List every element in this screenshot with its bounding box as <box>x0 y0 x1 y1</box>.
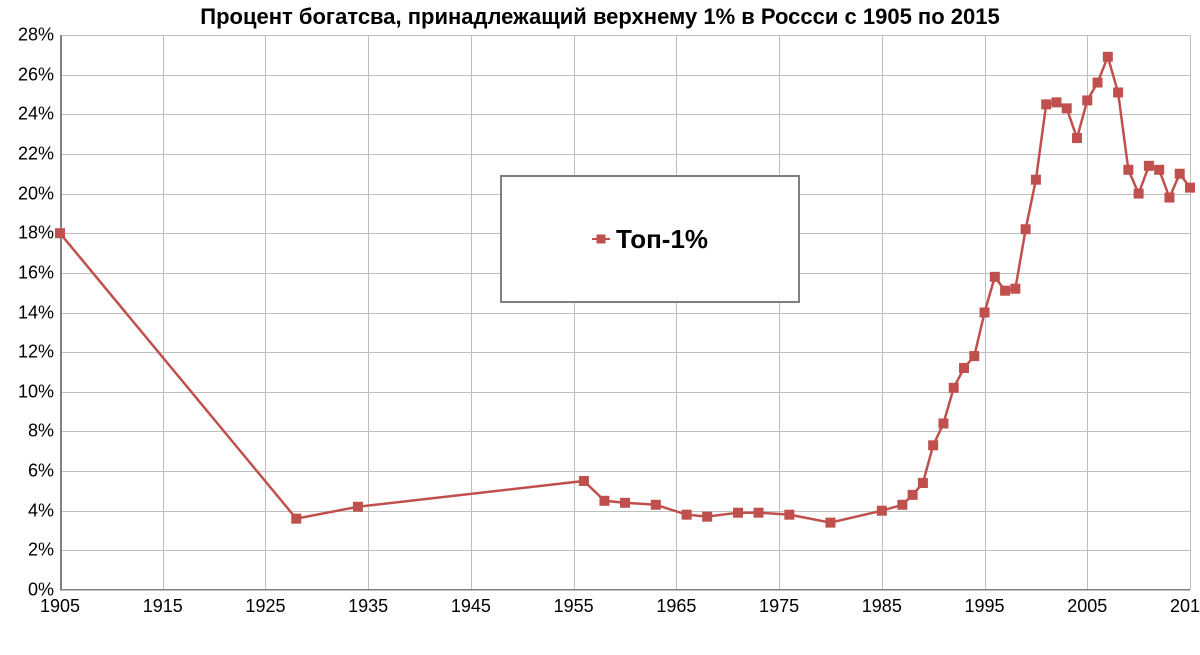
x-tick-label: 1955 <box>554 590 594 617</box>
x-tick-label: 1965 <box>656 590 696 617</box>
series-marker <box>1031 175 1040 184</box>
series-marker <box>1021 225 1030 234</box>
series-marker <box>877 506 886 515</box>
y-tick-label: 22% <box>18 143 60 164</box>
series-marker <box>1042 100 1051 109</box>
series-marker <box>949 383 958 392</box>
series-marker <box>353 502 362 511</box>
y-tick-label: 18% <box>18 223 60 244</box>
legend-marker <box>596 235 605 244</box>
series-marker <box>970 352 979 361</box>
series-marker <box>1186 183 1195 192</box>
y-tick-label: 12% <box>18 342 60 363</box>
x-tick-label: 1995 <box>965 590 1005 617</box>
y-tick-label: 28% <box>18 25 60 46</box>
y-tick-label: 2% <box>28 540 60 561</box>
series-marker <box>1062 104 1071 113</box>
series-marker <box>908 490 917 499</box>
series-marker <box>1165 193 1174 202</box>
series-marker <box>292 514 301 523</box>
x-tick-label: 1925 <box>245 590 285 617</box>
series-marker <box>898 500 907 509</box>
series-marker <box>1114 88 1123 97</box>
y-tick-label: 26% <box>18 64 60 85</box>
series-marker <box>1093 78 1102 87</box>
series-marker <box>703 512 712 521</box>
series-marker <box>1144 161 1153 170</box>
chart-container: Процент богатсва, принадлежащий верхнему… <box>0 0 1200 655</box>
chart-title: Процент богатсва, принадлежащий верхнему… <box>0 4 1200 30</box>
y-tick-label: 16% <box>18 262 60 283</box>
series-marker <box>1052 98 1061 107</box>
y-tick-label: 14% <box>18 302 60 323</box>
x-tick-label: 1945 <box>451 590 491 617</box>
legend: Топ-1% <box>500 175 800 303</box>
plot-area: Топ-1% 0%2%4%6%8%10%12%14%16%18%20%22%24… <box>60 35 1190 590</box>
x-tick-label: 1905 <box>40 590 80 617</box>
series-svg <box>60 35 1190 590</box>
series-marker <box>990 272 999 281</box>
series-marker <box>651 500 660 509</box>
series-marker <box>929 441 938 450</box>
series-marker <box>939 419 948 428</box>
series-marker <box>1083 96 1092 105</box>
series-marker <box>754 508 763 517</box>
x-tick-label: 2005 <box>1067 590 1107 617</box>
series-marker <box>1124 165 1133 174</box>
x-tick-label: 1975 <box>759 590 799 617</box>
series-marker <box>734 508 743 517</box>
y-tick-label: 24% <box>18 104 60 125</box>
y-tick-label: 8% <box>28 421 60 442</box>
series-marker <box>1134 189 1143 198</box>
series-marker <box>960 364 969 373</box>
y-tick-label: 10% <box>18 381 60 402</box>
series-marker <box>826 518 835 527</box>
series-marker <box>1001 286 1010 295</box>
legend-swatch <box>592 238 610 240</box>
y-tick-label: 4% <box>28 500 60 521</box>
legend-label: Топ-1% <box>616 224 708 255</box>
series-marker <box>918 478 927 487</box>
gridline-h <box>60 590 1190 591</box>
series-marker <box>1175 169 1184 178</box>
series-marker <box>621 498 630 507</box>
series-marker <box>785 510 794 519</box>
x-tick-label: 1915 <box>143 590 183 617</box>
series-marker <box>1103 52 1112 61</box>
series-marker <box>600 496 609 505</box>
x-tick-label: 2015 <box>1170 590 1200 617</box>
series-marker <box>579 476 588 485</box>
series-marker <box>980 308 989 317</box>
series-marker <box>1073 134 1082 143</box>
series-marker <box>56 229 65 238</box>
x-tick-label: 1985 <box>862 590 902 617</box>
y-tick-label: 6% <box>28 461 60 482</box>
y-tick-label: 20% <box>18 183 60 204</box>
series-marker <box>1011 284 1020 293</box>
series-marker <box>1155 165 1164 174</box>
gridline-v <box>1190 35 1191 590</box>
series-marker <box>682 510 691 519</box>
x-tick-label: 1935 <box>348 590 388 617</box>
